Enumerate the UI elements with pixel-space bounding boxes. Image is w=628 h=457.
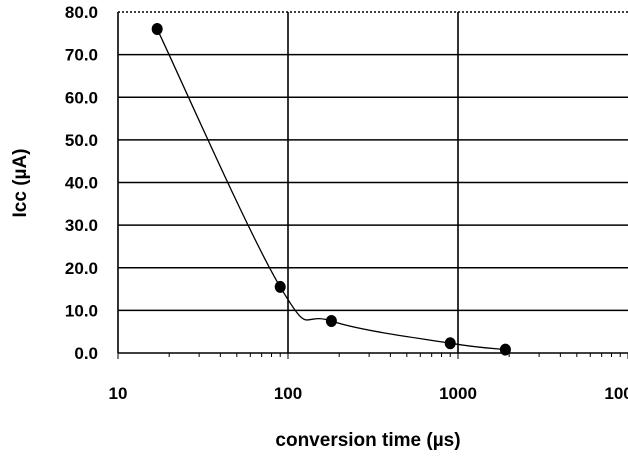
data-point	[444, 337, 456, 350]
x-axis-title: conversion time (µs)	[275, 430, 460, 451]
minor-tick-marks	[117, 353, 628, 359]
y-tick-label: 20.0	[65, 259, 98, 278]
y-tick-label: 60.0	[65, 88, 98, 107]
x-tick-label: 10	[109, 384, 128, 403]
x-tick-label: 1000	[439, 384, 477, 403]
x-tick-labels: 10 100 1000 10000	[109, 384, 628, 403]
y-tick-labels: 0.0 10.0 20.0 30.0 40.0 50.0 60.0 70.0 80.0	[65, 3, 98, 363]
data-point	[151, 23, 163, 36]
y-tick-label: 70.0	[65, 46, 98, 65]
y-tick-label: 50.0	[65, 131, 98, 150]
y-tick-label: 0.0	[74, 344, 98, 363]
y-tick-label: 40.0	[65, 174, 98, 193]
data-point	[274, 280, 286, 293]
x-tick-label: 10000	[604, 384, 628, 403]
y-tick-label: 30.0	[65, 216, 98, 235]
data-point	[325, 315, 337, 328]
y-axis-title: Icc (µA)	[10, 148, 31, 217]
series-line	[156, 28, 506, 351]
y-tick-label: 10.0	[65, 301, 98, 320]
x-tick-label: 100	[274, 384, 302, 403]
data-point	[499, 343, 511, 356]
vertical-gridlines	[287, 12, 459, 353]
data-series	[151, 23, 511, 356]
horizontal-gridlines	[118, 11, 628, 354]
y-tick-label: 80.0	[65, 3, 98, 22]
